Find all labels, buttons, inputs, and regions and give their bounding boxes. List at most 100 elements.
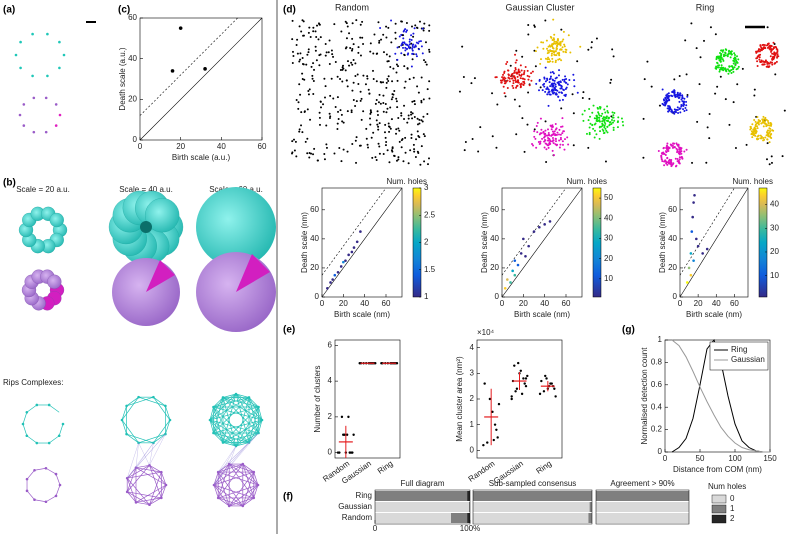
point [582, 91, 585, 94]
edge [222, 393, 237, 398]
point [397, 65, 400, 68]
point [507, 76, 510, 79]
point [322, 103, 325, 106]
point [767, 66, 770, 69]
point [291, 62, 294, 65]
panel-title: Full diagram [400, 479, 444, 488]
point [312, 62, 315, 65]
point [735, 60, 738, 63]
point [673, 78, 676, 81]
point [588, 107, 591, 110]
point [528, 75, 531, 78]
point [721, 50, 724, 53]
point [691, 215, 694, 219]
point [756, 60, 759, 63]
x-tick-label: 60 [730, 299, 739, 308]
point [387, 75, 390, 78]
point [384, 144, 387, 147]
point [734, 63, 737, 66]
point [423, 135, 426, 138]
edge [160, 472, 167, 486]
point [401, 42, 404, 45]
point [671, 95, 674, 98]
point [523, 150, 526, 153]
point [519, 85, 522, 88]
point [395, 128, 398, 131]
point [764, 122, 767, 125]
point [561, 140, 564, 143]
point [722, 59, 725, 62]
point [559, 41, 562, 44]
y-axis-label: Mean cluster area (nm²) [455, 356, 464, 442]
point [757, 134, 760, 137]
edge [248, 397, 259, 408]
point [735, 59, 738, 62]
point [620, 117, 623, 120]
point [760, 135, 763, 138]
y-tick-label: 60 [490, 205, 499, 214]
point [350, 111, 353, 114]
point [514, 61, 517, 64]
point [773, 53, 776, 56]
point [423, 59, 426, 62]
point [391, 147, 394, 150]
point [517, 79, 520, 82]
point [568, 78, 571, 81]
point [344, 20, 347, 23]
point [32, 96, 36, 100]
edge [228, 463, 259, 486]
point [561, 117, 564, 120]
point [771, 52, 774, 55]
point [515, 85, 518, 88]
point [366, 75, 369, 78]
point [678, 94, 681, 97]
point [555, 92, 558, 95]
vertex [221, 396, 225, 399]
y-tick-label: 0 [328, 448, 333, 457]
y-tick-label: Gaussian [338, 502, 372, 511]
point [762, 47, 765, 50]
point [58, 40, 61, 44]
point [551, 47, 554, 50]
point [551, 90, 554, 93]
point [683, 150, 686, 153]
point [705, 247, 709, 251]
point [736, 83, 739, 86]
point [413, 148, 416, 151]
point [411, 49, 414, 52]
point [673, 142, 676, 145]
point [342, 433, 345, 436]
point [470, 82, 473, 85]
point [396, 106, 399, 109]
edge [235, 442, 250, 447]
point [550, 36, 553, 39]
point [553, 130, 556, 133]
point [291, 50, 294, 53]
point [526, 123, 529, 126]
point [664, 96, 667, 99]
point [559, 48, 562, 51]
colorbar-tick-label: 20 [770, 247, 779, 256]
point [423, 22, 426, 25]
point [354, 104, 357, 107]
point [552, 39, 555, 42]
y-tick-label: 0 [133, 135, 138, 144]
point [293, 149, 296, 152]
point [593, 117, 596, 120]
point [329, 115, 332, 118]
point [417, 152, 420, 155]
point [491, 135, 494, 138]
point [560, 87, 563, 90]
edge [235, 432, 259, 447]
point [403, 53, 406, 56]
point [382, 110, 385, 113]
point [329, 281, 332, 284]
point [306, 53, 309, 56]
point [555, 54, 558, 57]
edge [213, 393, 237, 408]
point [693, 193, 696, 197]
point [364, 83, 367, 86]
point [562, 38, 565, 41]
point [338, 146, 341, 149]
diagonal [679, 187, 749, 298]
